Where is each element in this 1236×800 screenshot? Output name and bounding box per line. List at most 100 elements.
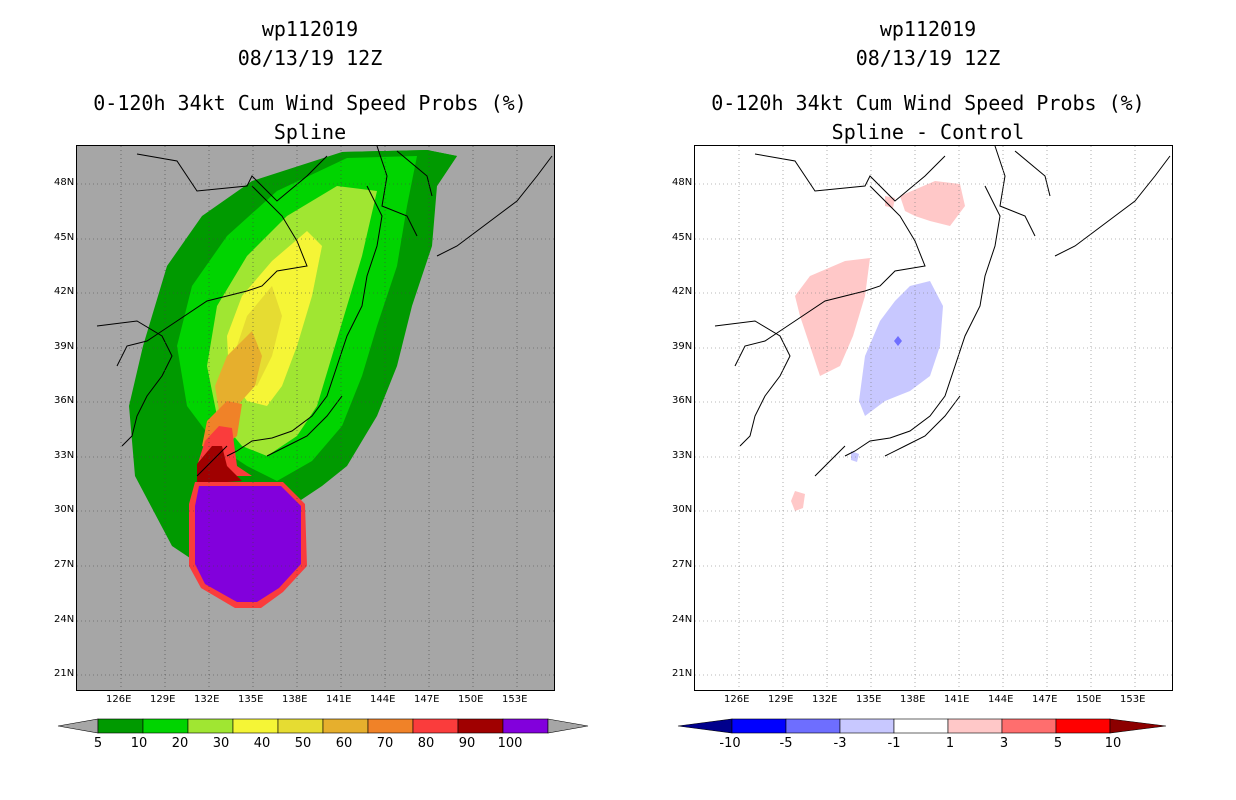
right-lon-tick: 141E xyxy=(944,694,970,705)
right-lon-tick: 129E xyxy=(768,694,794,705)
right-colorbar-box-6 xyxy=(1055,718,1111,734)
left-lon-tick: 135E xyxy=(238,694,264,705)
left-lon-tick: 153E xyxy=(502,694,528,705)
left-cbar-label: 70 xyxy=(376,736,394,751)
grid-lines xyxy=(77,146,554,690)
diff-positive-north xyxy=(900,181,965,226)
left-lat-tick: 30N xyxy=(54,504,75,515)
right-colorbar-box-2 xyxy=(839,718,895,734)
left-storm-id: wp112019 xyxy=(261,17,359,41)
left-colorbar-box-2 xyxy=(187,718,234,734)
right-colorbar-box-4 xyxy=(947,718,1003,734)
left-lon-tick: 138E xyxy=(282,694,308,705)
right-lon-tick: 150E xyxy=(1076,694,1102,705)
right-cbar-label: -3 xyxy=(833,736,847,751)
right-map-panel xyxy=(694,145,1173,691)
right-subtitle: Spline - Control xyxy=(831,120,1025,144)
right-product-title: 0-120h 34kt Cum Wind Speed Probs (%) xyxy=(711,91,1145,115)
right-lon-tick: 147E xyxy=(1032,694,1058,705)
left-cbar-label: 5 xyxy=(93,736,103,751)
left-colorbar-box-6 xyxy=(367,718,414,734)
diff-negative-south xyxy=(851,451,859,462)
left-colorbar-box-4 xyxy=(277,718,324,734)
coastline-asia xyxy=(714,153,946,447)
left-lat-tick: 45N xyxy=(54,232,75,243)
left-subtitle: Spline xyxy=(273,120,347,144)
left-colorbar-box-5 xyxy=(322,718,369,734)
right-lon-tick: 138E xyxy=(900,694,926,705)
right-lat-tick: 45N xyxy=(672,232,693,243)
right-colorbar-box-5 xyxy=(1001,718,1057,734)
coastline-asia xyxy=(96,153,328,447)
left-lon-tick: 150E xyxy=(458,694,484,705)
diff-positive-central xyxy=(795,258,870,376)
left-lon-tick: 144E xyxy=(370,694,396,705)
right-lon-tick: 135E xyxy=(856,694,882,705)
left-cbar-label: 20 xyxy=(171,736,189,751)
left-lon-tick: 132E xyxy=(194,694,220,705)
left-lon-tick: 141E xyxy=(326,694,352,705)
left-colorbar xyxy=(57,718,589,734)
coastline-japan xyxy=(814,146,1051,477)
left-lat-tick: 42N xyxy=(54,286,75,297)
left-product-title: 0-120h 34kt Cum Wind Speed Probs (%) xyxy=(93,91,527,115)
left-lat-tick: 39N xyxy=(54,341,75,352)
right-lat-tick: 30N xyxy=(672,504,693,515)
right-lon-tick: 132E xyxy=(812,694,838,705)
right-colorbar xyxy=(677,718,1167,734)
diff-negative-central xyxy=(859,281,943,416)
grid-lines xyxy=(695,146,1172,690)
right-lat-tick: 24N xyxy=(672,614,693,625)
left-lat-tick: 24N xyxy=(54,614,75,625)
left-cbar-label: 60 xyxy=(335,736,353,751)
left-cbar-label: 40 xyxy=(253,736,271,751)
left-lat-tick: 33N xyxy=(54,450,75,461)
right-lon-tick: 144E xyxy=(988,694,1014,705)
right-cbar-label: 10 xyxy=(1104,736,1122,751)
coastline-kuril xyxy=(1054,155,1171,257)
right-colorbar-box-0 xyxy=(731,718,787,734)
right-datetime: 08/13/19 12Z xyxy=(855,46,1001,70)
left-colorbar-over xyxy=(547,718,589,734)
left-map-panel xyxy=(76,145,555,691)
left-cbar-label: 80 xyxy=(417,736,435,751)
diff-negative-dot xyxy=(894,336,902,346)
left-lat-tick: 48N xyxy=(54,177,75,188)
left-lat-tick: 36N xyxy=(54,395,75,406)
prob-50-contour xyxy=(215,331,262,411)
right-cbar-label: -10 xyxy=(719,736,741,751)
left-colorbar-box-8 xyxy=(457,718,504,734)
left-colorbar-box-0 xyxy=(97,718,144,734)
left-lat-tick: 21N xyxy=(54,668,75,679)
left-cbar-label: 30 xyxy=(212,736,230,751)
left-cbar-label: 90 xyxy=(458,736,476,751)
right-lon-tick: 126E xyxy=(724,694,750,705)
right-colorbar-under xyxy=(677,718,733,734)
right-lat-tick: 21N xyxy=(672,668,693,679)
left-lat-tick: 27N xyxy=(54,559,75,570)
right-lat-tick: 33N xyxy=(672,450,693,461)
right-colorbar-box-3 xyxy=(893,718,949,734)
left-colorbar-box-7 xyxy=(412,718,459,734)
right-cbar-label: 5 xyxy=(1053,736,1063,751)
right-cbar-label: -5 xyxy=(779,736,793,751)
right-lat-tick: 42N xyxy=(672,286,693,297)
right-storm-id: wp112019 xyxy=(879,17,977,41)
coastline-kuril xyxy=(436,155,553,257)
left-map-svg xyxy=(77,146,554,690)
left-lon-tick: 126E xyxy=(106,694,132,705)
left-colorbar-box-1 xyxy=(142,718,189,734)
right-colorbar-over xyxy=(1109,718,1167,734)
right-lon-tick: 153E xyxy=(1120,694,1146,705)
left-datetime: 08/13/19 12Z xyxy=(237,46,383,70)
right-map-svg xyxy=(695,146,1172,690)
right-lat-tick: 27N xyxy=(672,559,693,570)
right-cbar-label: 3 xyxy=(999,736,1009,751)
coastline-japan xyxy=(196,146,433,477)
right-lat-tick: 36N xyxy=(672,395,693,406)
left-lon-tick: 129E xyxy=(150,694,176,705)
left-colorbar-box-3 xyxy=(232,718,279,734)
diff-positive-south xyxy=(791,491,805,511)
right-cbar-label: -1 xyxy=(887,736,901,751)
left-colorbar-under xyxy=(57,718,99,734)
